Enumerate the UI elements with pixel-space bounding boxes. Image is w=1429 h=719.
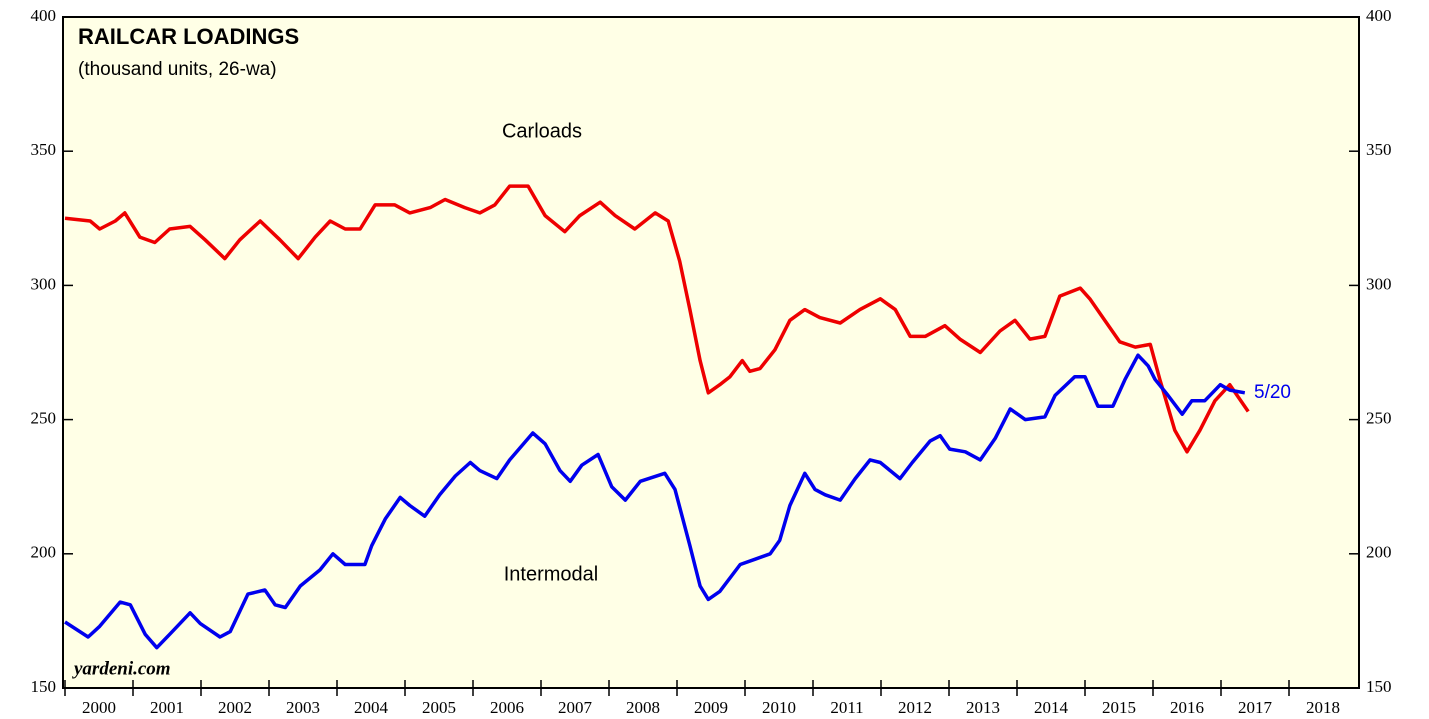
annotation: Carloads	[502, 120, 582, 142]
x-tick-label: 2013	[966, 698, 1000, 717]
x-tick-label: 2016	[1170, 698, 1204, 717]
line	[64, 353, 1246, 650]
x-tick-label: 2009	[694, 698, 728, 717]
annotation: 5/20	[1254, 382, 1291, 403]
x-tick-label: 2011	[830, 698, 863, 717]
line	[64, 184, 1250, 454]
x-tick-label: 2007	[558, 698, 593, 717]
y-tick-label: 400	[31, 6, 57, 25]
x-tick-label: 2006	[490, 698, 524, 717]
x-tick-label: 2018	[1306, 698, 1340, 717]
chart-subtitle: (thousand units, 26-wa)	[78, 59, 277, 80]
x-tick-label: 2001	[150, 698, 184, 717]
chart-title: RAILCAR LOADINGS	[78, 24, 299, 49]
plot-area	[62, 16, 1360, 689]
x-tick-label: 2014	[1034, 698, 1069, 717]
y2-tick-label: 250	[1366, 409, 1392, 428]
y2-tick-label: 400	[1366, 6, 1392, 25]
y-tick-label: 150	[31, 677, 57, 696]
x-tick-label: 2005	[422, 698, 456, 717]
source: yardeni.com	[72, 658, 171, 679]
y2-tick-label: 350	[1366, 140, 1392, 159]
y-tick-label: 300	[31, 274, 57, 293]
x-tick-label: 2003	[286, 698, 320, 717]
x-tick-label: 2008	[626, 698, 660, 717]
x-tick-label: 2012	[898, 698, 932, 717]
y2-tick-label: 200	[1366, 543, 1392, 562]
x-tick-label: 2004	[354, 698, 389, 717]
y-tick-label: 200	[31, 543, 57, 562]
annotation: Intermodal	[504, 563, 599, 585]
y2-tick-label: 300	[1366, 274, 1392, 293]
y-tick-label: 250	[31, 409, 57, 428]
y-tick-label: 350	[31, 140, 57, 159]
x-tick-label: 2002	[218, 698, 252, 717]
x-tick-label: 2010	[762, 698, 796, 717]
x-tick-label: 2015	[1102, 698, 1136, 717]
x-tick-label: 2017	[1238, 698, 1273, 717]
y2-tick-label: 150	[1366, 677, 1392, 696]
x-tick-label: 2000	[82, 698, 116, 717]
